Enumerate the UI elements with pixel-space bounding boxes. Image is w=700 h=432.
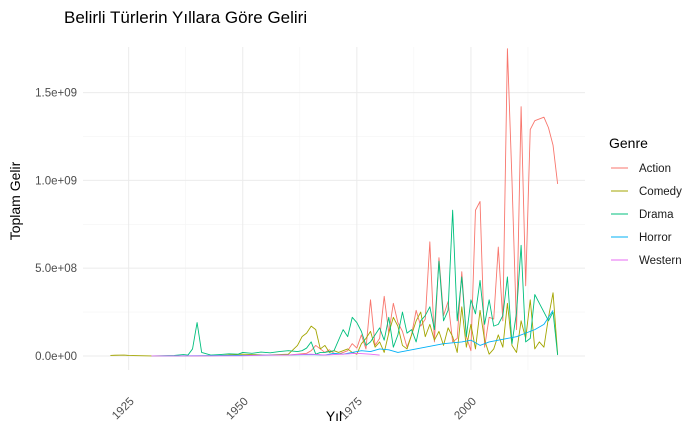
- y-tick-label: 5.0e+08: [35, 263, 77, 275]
- x-axis-ticks: 1925 1950 1975 2000: [110, 396, 479, 423]
- x-axis-title: Yıl: [326, 408, 342, 424]
- y-axis-ticks: 0.0e+00 5.0e+08 1.0e+09 1.5e+09: [35, 88, 77, 363]
- legend: Genre Action Comedy Drama Horror Western: [609, 135, 682, 267]
- x-tick-label: 1950: [224, 396, 251, 423]
- y-axis-title: Toplam Gelir: [7, 161, 23, 240]
- y-tick-label: 1.0e+09: [35, 175, 77, 187]
- series-line-western: [151, 352, 380, 357]
- series-line-action: [288, 48, 559, 356]
- legend-label: Horror: [639, 232, 672, 244]
- legend-label: Western: [639, 255, 682, 267]
- legend-label: Comedy: [639, 186, 682, 198]
- y-tick-label: 0.0e+00: [35, 351, 77, 363]
- x-tick-label: 2000: [452, 396, 479, 423]
- legend-title: Genre: [609, 135, 648, 151]
- legend-label: Action: [639, 163, 671, 175]
- y-tick-label: 1.5e+09: [35, 88, 77, 100]
- chart-title: Belirli Türlerin Yıllara Göre Geliri: [64, 8, 307, 27]
- series-line-comedy: [110, 292, 559, 357]
- x-tick-label: 1925: [110, 396, 137, 423]
- x-tick-label: 1975: [338, 396, 365, 423]
- series-line-drama: [151, 209, 559, 357]
- series-line-horror: [160, 310, 554, 357]
- series-lines: [110, 48, 559, 357]
- legend-label: Drama: [639, 209, 674, 221]
